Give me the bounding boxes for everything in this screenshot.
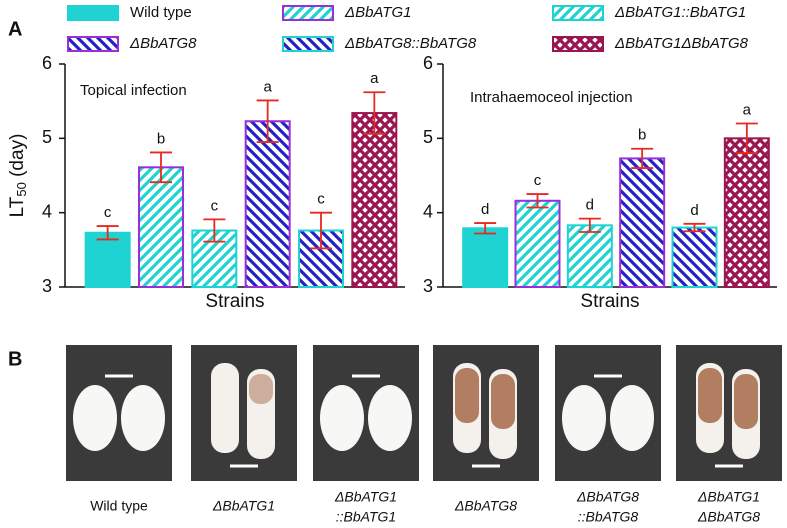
specimen bbox=[562, 385, 606, 451]
x-axis-label: Strains bbox=[205, 291, 264, 312]
y-tick-label: 6 bbox=[423, 53, 433, 73]
specimen-mark bbox=[698, 368, 722, 423]
specimen-mark bbox=[455, 368, 479, 423]
significance-label: c bbox=[211, 197, 219, 214]
error-bar bbox=[683, 222, 706, 233]
bar bbox=[566, 224, 613, 288]
legend-swatch bbox=[67, 36, 119, 52]
legend-label: ΔBbATG1::BbATG1 bbox=[614, 4, 746, 21]
photo-label: ΔBbATG1 bbox=[212, 498, 275, 514]
error-bar bbox=[735, 122, 758, 155]
photo-label: ΔBbATG8 bbox=[576, 489, 639, 505]
y-tick-label: 3 bbox=[42, 276, 52, 296]
y-tick-label: 4 bbox=[42, 201, 52, 221]
bar bbox=[723, 137, 770, 288]
specimen-mark bbox=[491, 374, 515, 429]
significance-label: a bbox=[263, 78, 272, 95]
error-bar bbox=[150, 151, 172, 184]
photo bbox=[191, 345, 297, 481]
significance-label: c bbox=[534, 172, 542, 189]
legend-swatch bbox=[282, 36, 334, 52]
significance-label: d bbox=[586, 197, 594, 214]
specimen bbox=[73, 385, 117, 451]
legend-label: ΔBbATG1ΔBbATG8 bbox=[614, 35, 749, 52]
y-tick-label: 5 bbox=[42, 127, 52, 147]
photo-label: ΔBbATG1 bbox=[697, 489, 760, 505]
y-tick-label: 6 bbox=[42, 53, 52, 73]
bar bbox=[84, 231, 131, 288]
bar bbox=[138, 166, 184, 288]
specimen bbox=[320, 385, 364, 451]
bar bbox=[462, 227, 509, 289]
photo-label: Wild type bbox=[90, 498, 148, 514]
legend-swatch bbox=[552, 36, 604, 52]
bar bbox=[514, 199, 561, 288]
photo-label: ::BbATG8 bbox=[578, 509, 639, 525]
significance-label: a bbox=[370, 70, 379, 87]
panel-label: B bbox=[8, 348, 22, 370]
specimen-mark bbox=[249, 374, 273, 404]
significance-label: b bbox=[638, 127, 646, 144]
error-bar bbox=[310, 211, 332, 250]
legend-label: ΔBbATG1 bbox=[344, 4, 411, 21]
error-bar bbox=[526, 193, 549, 209]
specimen bbox=[610, 385, 654, 451]
bar bbox=[244, 120, 291, 288]
x-axis-label: Strains bbox=[580, 291, 639, 312]
photo-label: ΔBbATG1 bbox=[334, 489, 397, 505]
bar bbox=[671, 226, 718, 289]
specimen bbox=[121, 385, 165, 451]
error-bar bbox=[578, 217, 601, 233]
y-tick-label: 5 bbox=[423, 127, 433, 147]
bar bbox=[619, 157, 666, 288]
annotation: Topical infection bbox=[80, 82, 187, 99]
error-bar bbox=[474, 222, 497, 235]
legend-label: ΔBbATG8 bbox=[129, 35, 197, 52]
error-bar bbox=[203, 218, 226, 243]
photo-label: ΔBbATG8 bbox=[697, 509, 760, 525]
error-bar bbox=[631, 147, 654, 169]
legend-label: Wild type bbox=[130, 4, 192, 21]
significance-label: b bbox=[157, 130, 165, 147]
photo-label: ΔBbATG8 bbox=[454, 498, 517, 514]
legend-swatch bbox=[67, 5, 119, 21]
photo bbox=[433, 345, 539, 481]
annotation: Intrahaemoceol injection bbox=[470, 89, 633, 106]
legend-label: ΔBbATG8::BbATG8 bbox=[344, 35, 477, 52]
y-tick-label: 4 bbox=[423, 201, 433, 221]
photo-label: ::BbATG1 bbox=[336, 509, 396, 525]
significance-label: c bbox=[317, 191, 325, 208]
specimen bbox=[211, 363, 239, 453]
error-bar bbox=[256, 99, 279, 143]
significance-label: d bbox=[481, 201, 489, 218]
significance-label: a bbox=[743, 101, 752, 118]
bar bbox=[351, 112, 398, 288]
specimen bbox=[368, 385, 412, 451]
photo bbox=[676, 345, 782, 481]
significance-label: c bbox=[104, 204, 112, 221]
y-tick-label: 3 bbox=[423, 276, 433, 296]
significance-label: d bbox=[690, 202, 698, 219]
panel-label: A bbox=[8, 18, 22, 40]
error-bar bbox=[363, 91, 386, 135]
legend-swatch bbox=[552, 5, 604, 21]
y-axis-label: LT50 (day) bbox=[7, 134, 29, 218]
error-bar bbox=[96, 225, 119, 241]
specimen-mark bbox=[734, 374, 758, 429]
legend-swatch bbox=[282, 5, 334, 21]
